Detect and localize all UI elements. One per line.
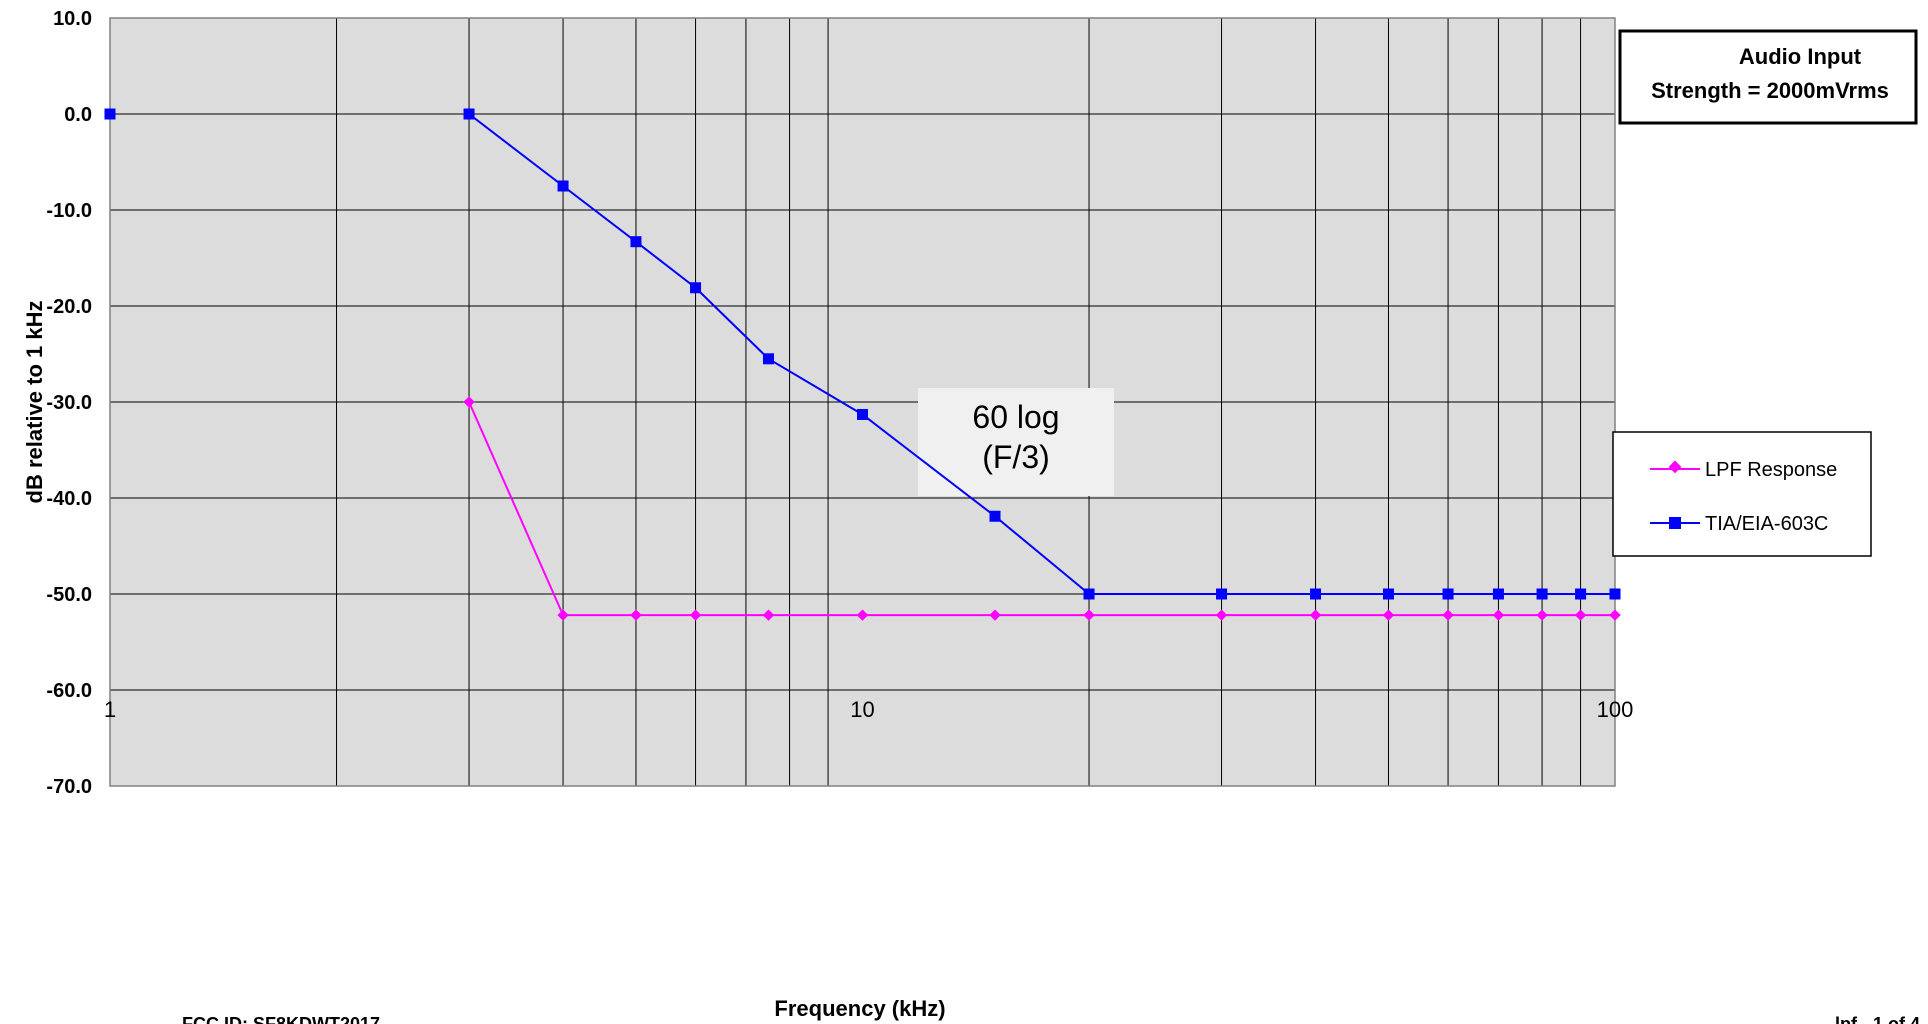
y-tick-label: -20.0	[46, 296, 92, 318]
x-axis-title: Frequency (kHz)	[774, 996, 945, 1021]
y-axis-title: dB relative to 1 kHz	[22, 301, 47, 504]
info-box-frame	[1618, 29, 1918, 125]
y-tick-label: 10.0	[53, 8, 92, 30]
data-point-diamond	[1215, 609, 1228, 621]
data-point-diamond	[630, 609, 642, 621]
data-point-diamond	[989, 609, 1001, 621]
data-point-diamond	[689, 609, 702, 621]
data-point-diamond	[1492, 609, 1505, 621]
legend: LPF Response TIA/EIA-603C	[1612, 431, 1872, 557]
footer-fcc-id: FCC ID: SF8KDWT2017	[182, 1014, 380, 1024]
data-point-diamond	[557, 609, 569, 621]
annotation-60-log: 60 log (F/3)	[918, 388, 1114, 496]
series-line-segment	[694, 287, 770, 360]
data-point-diamond	[1574, 609, 1587, 621]
x-tick-label: 100	[1597, 697, 1634, 722]
annotation-background	[918, 388, 1114, 496]
data-point-diamond	[762, 609, 775, 621]
y-tick-label: -70.0	[46, 776, 92, 798]
y-tick-label: -30.0	[46, 392, 92, 414]
series-line-segment	[562, 185, 637, 243]
data-point-square	[1310, 588, 1322, 600]
y-tick-label: -60.0	[46, 680, 92, 702]
data-point-square	[1442, 588, 1454, 600]
data-point-square	[989, 510, 1001, 522]
plot-border	[109, 17, 1616, 787]
data-point-square	[1382, 588, 1394, 600]
series-line-segment	[468, 113, 564, 187]
series-line-segment	[994, 515, 1090, 595]
info-box: Audio Input Strength = 2000mVrms	[1618, 29, 1918, 125]
data-point-square	[463, 108, 475, 120]
data-point-diamond	[1442, 609, 1454, 621]
series-layer	[104, 108, 1621, 621]
data-point-square	[104, 108, 116, 120]
data-point-diamond	[1382, 609, 1395, 621]
y-tick-label: 0.0	[64, 104, 92, 126]
annotation-line-1: 60 log	[972, 399, 1059, 435]
data-point-square	[857, 408, 868, 420]
data-point-diamond	[856, 609, 869, 621]
annotation-line-2: (F/3)	[982, 439, 1050, 475]
data-point-diamond	[1309, 609, 1322, 621]
data-point-square	[1536, 588, 1548, 600]
series-tia-eia-603c	[104, 108, 1621, 600]
series-line-segment	[635, 240, 697, 289]
legend-frame	[1612, 431, 1872, 557]
footer-page-number: lpf - 1 of 4	[1835, 1014, 1920, 1024]
series-lpf-response	[104, 108, 1621, 621]
x-axis-tick-labels: 1 10 100	[104, 697, 1633, 722]
data-point-square	[630, 236, 642, 248]
data-point-square	[1575, 588, 1587, 600]
info-box-line-2: Strength = 2000mVrms	[1651, 78, 1889, 103]
data-point-square	[690, 282, 702, 294]
y-tick-label: -10.0	[46, 200, 92, 222]
series-line-segment	[861, 413, 996, 518]
x-tick-label: 10	[850, 697, 874, 722]
data-point-diamond	[463, 396, 475, 408]
data-point-diamond	[1083, 609, 1095, 621]
legend-marker-tia	[1669, 517, 1681, 529]
data-point-square	[1609, 588, 1621, 600]
data-point-square	[762, 353, 774, 365]
x-tick-label: 1	[104, 697, 116, 722]
legend-label-tia: TIA/EIA-603C	[1705, 513, 1828, 535]
series-line-segment	[468, 401, 564, 616]
info-box-line-1: Audio Input	[1739, 44, 1862, 69]
data-point-diamond	[1536, 609, 1548, 621]
data-point-square	[1216, 588, 1228, 600]
data-point-square	[1083, 588, 1095, 600]
data-point-square	[557, 180, 569, 192]
series-line-segment	[767, 357, 864, 416]
legend-label-lpf: LPF Response	[1705, 459, 1837, 481]
y-tick-label: -40.0	[46, 488, 92, 510]
data-point-square	[1492, 588, 1504, 600]
data-point-diamond	[1609, 609, 1621, 621]
y-tick-label: -50.0	[46, 584, 92, 606]
y-axis-tick-labels: 10.0 0.0 -10.0 -20.0 -30.0 -40.0 -50.0 -60.0 -70…	[46, 8, 92, 798]
